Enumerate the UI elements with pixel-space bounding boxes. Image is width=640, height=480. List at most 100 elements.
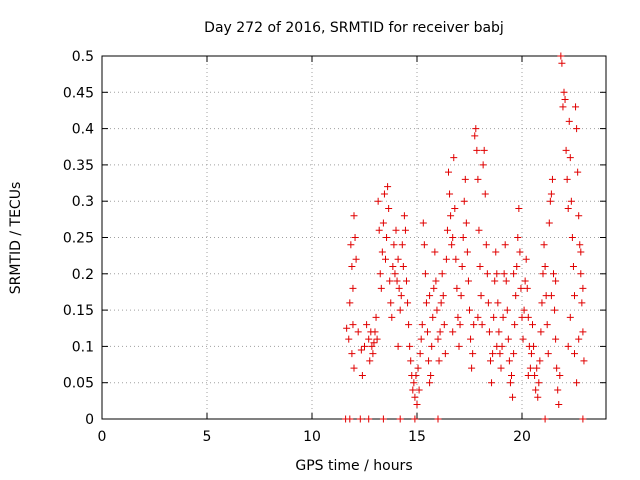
data-point [511, 321, 519, 329]
data-point [382, 255, 389, 263]
data-point [471, 132, 479, 140]
data-point [578, 299, 586, 307]
data-point [541, 263, 549, 271]
data-point [533, 364, 541, 372]
y-tick-label: 0.15 [63, 303, 94, 319]
data-point [458, 263, 466, 271]
data-point [481, 190, 489, 198]
data-point [512, 292, 520, 300]
y-tick-label: 0.25 [63, 231, 94, 247]
data-point [562, 146, 570, 154]
data-point [361, 342, 368, 350]
data-point [387, 299, 395, 307]
data-point [564, 204, 572, 212]
data-point [436, 328, 444, 336]
y-tick-label: 0.2 [72, 267, 94, 283]
data-point [379, 219, 387, 227]
data-point [413, 400, 421, 408]
data-point [432, 277, 440, 285]
data-point [515, 204, 523, 212]
data-point [483, 270, 491, 278]
data-point [469, 350, 477, 358]
data-point [564, 342, 572, 350]
data-point [513, 263, 521, 271]
data-point [485, 328, 493, 336]
data-point [510, 350, 518, 358]
data-point [394, 342, 402, 350]
data-point [343, 324, 351, 332]
data-point [446, 190, 454, 198]
data-point [497, 364, 505, 372]
data-point [526, 364, 534, 372]
data-point [558, 59, 566, 67]
data-point [437, 299, 445, 307]
data-point [501, 241, 509, 249]
data-point [351, 234, 359, 241]
data-point [345, 335, 353, 343]
data-point [442, 255, 450, 263]
data-point [510, 270, 518, 278]
data-point [551, 306, 559, 314]
data-point [378, 248, 386, 256]
data-point [579, 415, 587, 423]
data-point [495, 328, 503, 336]
data-point [398, 241, 406, 249]
data-point [519, 335, 527, 343]
y-tick-label: 0.5 [72, 49, 94, 65]
data-point [576, 241, 584, 249]
data-point [527, 350, 535, 358]
data-point [545, 219, 553, 227]
data-point [540, 241, 548, 249]
data-point [454, 313, 462, 321]
data-point [409, 386, 417, 394]
data-point [580, 357, 588, 365]
data-point [493, 270, 501, 278]
y-axis-label: SRMTID / TECUs [8, 182, 24, 295]
data-point [477, 292, 485, 300]
data-point [552, 277, 560, 285]
data-point [401, 226, 409, 234]
data-point [546, 197, 554, 205]
data-point [396, 415, 404, 423]
data-point [555, 400, 563, 408]
data-point [491, 277, 499, 285]
data-point [474, 313, 482, 321]
data-point [543, 321, 551, 329]
data-point [467, 335, 475, 343]
data-point [553, 364, 561, 372]
data-point [348, 350, 356, 358]
y-tick-label: 0.1 [72, 339, 94, 355]
data-point [453, 284, 461, 292]
data-point [430, 284, 438, 292]
data-point [399, 263, 407, 271]
data-point [433, 306, 441, 314]
data-point [403, 277, 410, 285]
data-point [443, 226, 451, 234]
data-point [548, 175, 556, 183]
data-point [468, 364, 476, 372]
data-point [524, 371, 532, 379]
data-point [569, 263, 577, 271]
data-point [434, 335, 442, 343]
data-point [532, 386, 540, 394]
data-point [385, 204, 393, 212]
data-point [441, 350, 449, 358]
data-point [428, 342, 436, 350]
data-point [350, 212, 358, 220]
data-point [375, 226, 383, 234]
data-point [448, 241, 456, 249]
data-point [517, 284, 525, 292]
data-point [390, 241, 398, 249]
data-point [396, 306, 404, 314]
data-points [342, 52, 588, 423]
data-point [384, 183, 392, 191]
data-point [354, 328, 362, 336]
data-point [464, 277, 472, 285]
data-point [440, 321, 448, 329]
data-point [550, 270, 557, 278]
data-point [376, 270, 384, 278]
data-point [452, 255, 460, 263]
data-point [418, 321, 426, 329]
data-point [369, 350, 377, 358]
